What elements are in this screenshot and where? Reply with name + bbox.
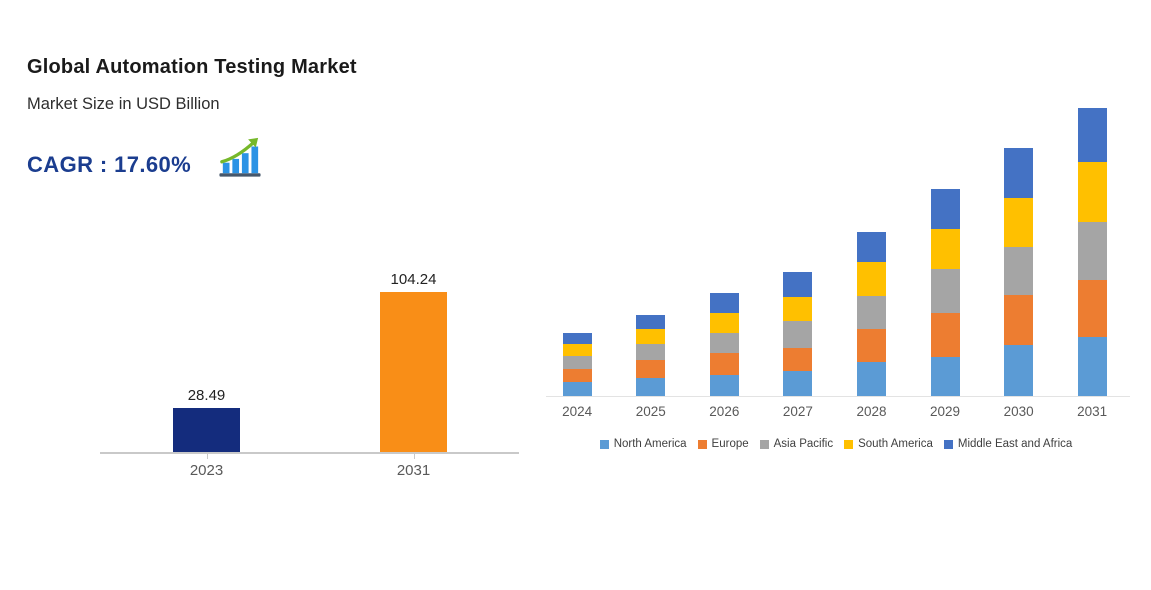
legend-label: Asia Pacific bbox=[773, 438, 834, 450]
segment-south-america-2025 bbox=[636, 329, 666, 344]
segment-south-america-2024 bbox=[562, 344, 592, 356]
segment-middle-east-and-africa-2030 bbox=[1004, 147, 1034, 198]
segment-europe-2026 bbox=[709, 352, 739, 375]
legend-marker-icon bbox=[697, 439, 707, 449]
segment-south-america-2027 bbox=[783, 296, 813, 321]
x-axis-label-2030: 2030 bbox=[1003, 404, 1034, 419]
x-axis-label-2031: 2031 bbox=[396, 462, 431, 479]
x-axis-label-2028: 2028 bbox=[856, 404, 887, 419]
segment-south-america-2030 bbox=[1004, 197, 1034, 247]
stacked-bar-2025 bbox=[636, 315, 666, 396]
segment-europe-2027 bbox=[783, 347, 813, 371]
legend-label: Europe bbox=[711, 438, 749, 450]
x-axis-label-2029: 2029 bbox=[930, 404, 961, 419]
segment-north-america-2026 bbox=[709, 374, 739, 396]
legend-marker-icon bbox=[759, 439, 769, 449]
segment-asia-pacific-2025 bbox=[636, 343, 666, 360]
x-axis-label-2025: 2025 bbox=[635, 404, 666, 419]
segment-europe-2030 bbox=[1004, 294, 1034, 345]
legend-item-asia-pacific: Asia Pacific bbox=[759, 438, 834, 450]
x-axis-label-2024: 2024 bbox=[562, 404, 593, 419]
x-axis-label-2023: 2023 bbox=[189, 462, 224, 479]
x-axis-tick bbox=[413, 454, 415, 459]
segment-europe-2031 bbox=[1077, 279, 1107, 337]
x-axis-label-2027: 2027 bbox=[782, 404, 813, 419]
legend-label: North America bbox=[613, 438, 687, 450]
bar-2031 bbox=[380, 292, 447, 452]
x-axis-baseline bbox=[546, 396, 1130, 397]
cagr-row: CAGR : 17.60% bbox=[27, 136, 357, 178]
stacked-bar-2027 bbox=[783, 271, 813, 396]
segment-asia-pacific-2027 bbox=[783, 320, 813, 348]
segment-europe-2025 bbox=[636, 359, 666, 378]
stacked-bar-2031 bbox=[1077, 108, 1107, 396]
segment-europe-2029 bbox=[930, 313, 960, 357]
segment-middle-east-and-africa-2027 bbox=[783, 271, 813, 297]
stacked-bar-2024 bbox=[562, 333, 592, 396]
stacked-bar-2026 bbox=[709, 293, 739, 396]
x-axis-line bbox=[100, 452, 519, 454]
bar-2023 bbox=[173, 408, 240, 452]
legend-item-north-america: North America bbox=[599, 438, 687, 450]
stacked-bar-2029 bbox=[930, 189, 960, 396]
segment-north-america-2025 bbox=[636, 377, 666, 396]
legend-marker-icon bbox=[844, 439, 854, 449]
segment-asia-pacific-2026 bbox=[709, 332, 739, 353]
stacked-bar-2028 bbox=[857, 232, 886, 396]
chart-legend: North America Europe Asia Pacific South Ame… bbox=[538, 438, 1134, 450]
segment-middle-east-and-africa-2029 bbox=[930, 189, 960, 230]
segment-middle-east-and-africa-2031 bbox=[1077, 108, 1107, 162]
segment-north-america-2024 bbox=[562, 381, 592, 396]
legend-marker-icon bbox=[599, 439, 609, 449]
segment-middle-east-and-africa-2025 bbox=[636, 315, 666, 330]
legend-marker-icon bbox=[943, 439, 953, 449]
segment-north-america-2030 bbox=[1004, 344, 1034, 396]
legend-label: South America bbox=[858, 438, 933, 450]
segment-middle-east-and-africa-2024 bbox=[562, 333, 592, 345]
growth-chart-icon bbox=[217, 136, 263, 178]
segment-north-america-2028 bbox=[857, 361, 886, 396]
segment-asia-pacific-2030 bbox=[1004, 246, 1034, 295]
cagr-value: CAGR : 17.60% bbox=[27, 152, 192, 177]
segment-north-america-2031 bbox=[1077, 336, 1107, 396]
segment-south-america-2029 bbox=[930, 229, 960, 270]
segment-asia-pacific-2024 bbox=[562, 355, 592, 369]
segment-north-america-2029 bbox=[930, 356, 960, 396]
segment-middle-east-and-africa-2028 bbox=[857, 232, 886, 263]
legend-item-europe: Europe bbox=[697, 438, 749, 450]
segment-south-america-2026 bbox=[709, 313, 739, 333]
segment-north-america-2027 bbox=[783, 370, 813, 396]
page-title: Global Automation Testing Market bbox=[27, 56, 357, 78]
bar-value-label-2023: 28.49 bbox=[187, 387, 226, 405]
segment-asia-pacific-2031 bbox=[1077, 221, 1107, 280]
segment-asia-pacific-2028 bbox=[857, 296, 886, 330]
header: Global Automation Testing Market Market … bbox=[27, 55, 357, 178]
chart-subtitle: Market Size in USD Billion bbox=[27, 95, 220, 113]
bar-value-label-2031: 104.24 bbox=[390, 271, 437, 288]
segment-asia-pacific-2029 bbox=[930, 269, 960, 314]
segment-middle-east-and-africa-2026 bbox=[709, 293, 739, 314]
x-axis-label-2026: 2026 bbox=[709, 404, 740, 419]
legend-item-south-america: South America bbox=[844, 438, 933, 450]
x-axis-tick bbox=[206, 454, 208, 459]
segment-south-america-2031 bbox=[1077, 161, 1107, 222]
segment-south-america-2028 bbox=[857, 262, 886, 297]
segment-europe-2028 bbox=[857, 329, 886, 362]
legend-label: Middle East and Africa bbox=[957, 438, 1073, 450]
stacked-bar-2030 bbox=[1004, 147, 1034, 396]
x-axis-label-2031: 2031 bbox=[1077, 404, 1108, 419]
segment-europe-2024 bbox=[562, 368, 592, 382]
legend-item-middle-east-and-africa: Middle East and Africa bbox=[943, 438, 1073, 450]
